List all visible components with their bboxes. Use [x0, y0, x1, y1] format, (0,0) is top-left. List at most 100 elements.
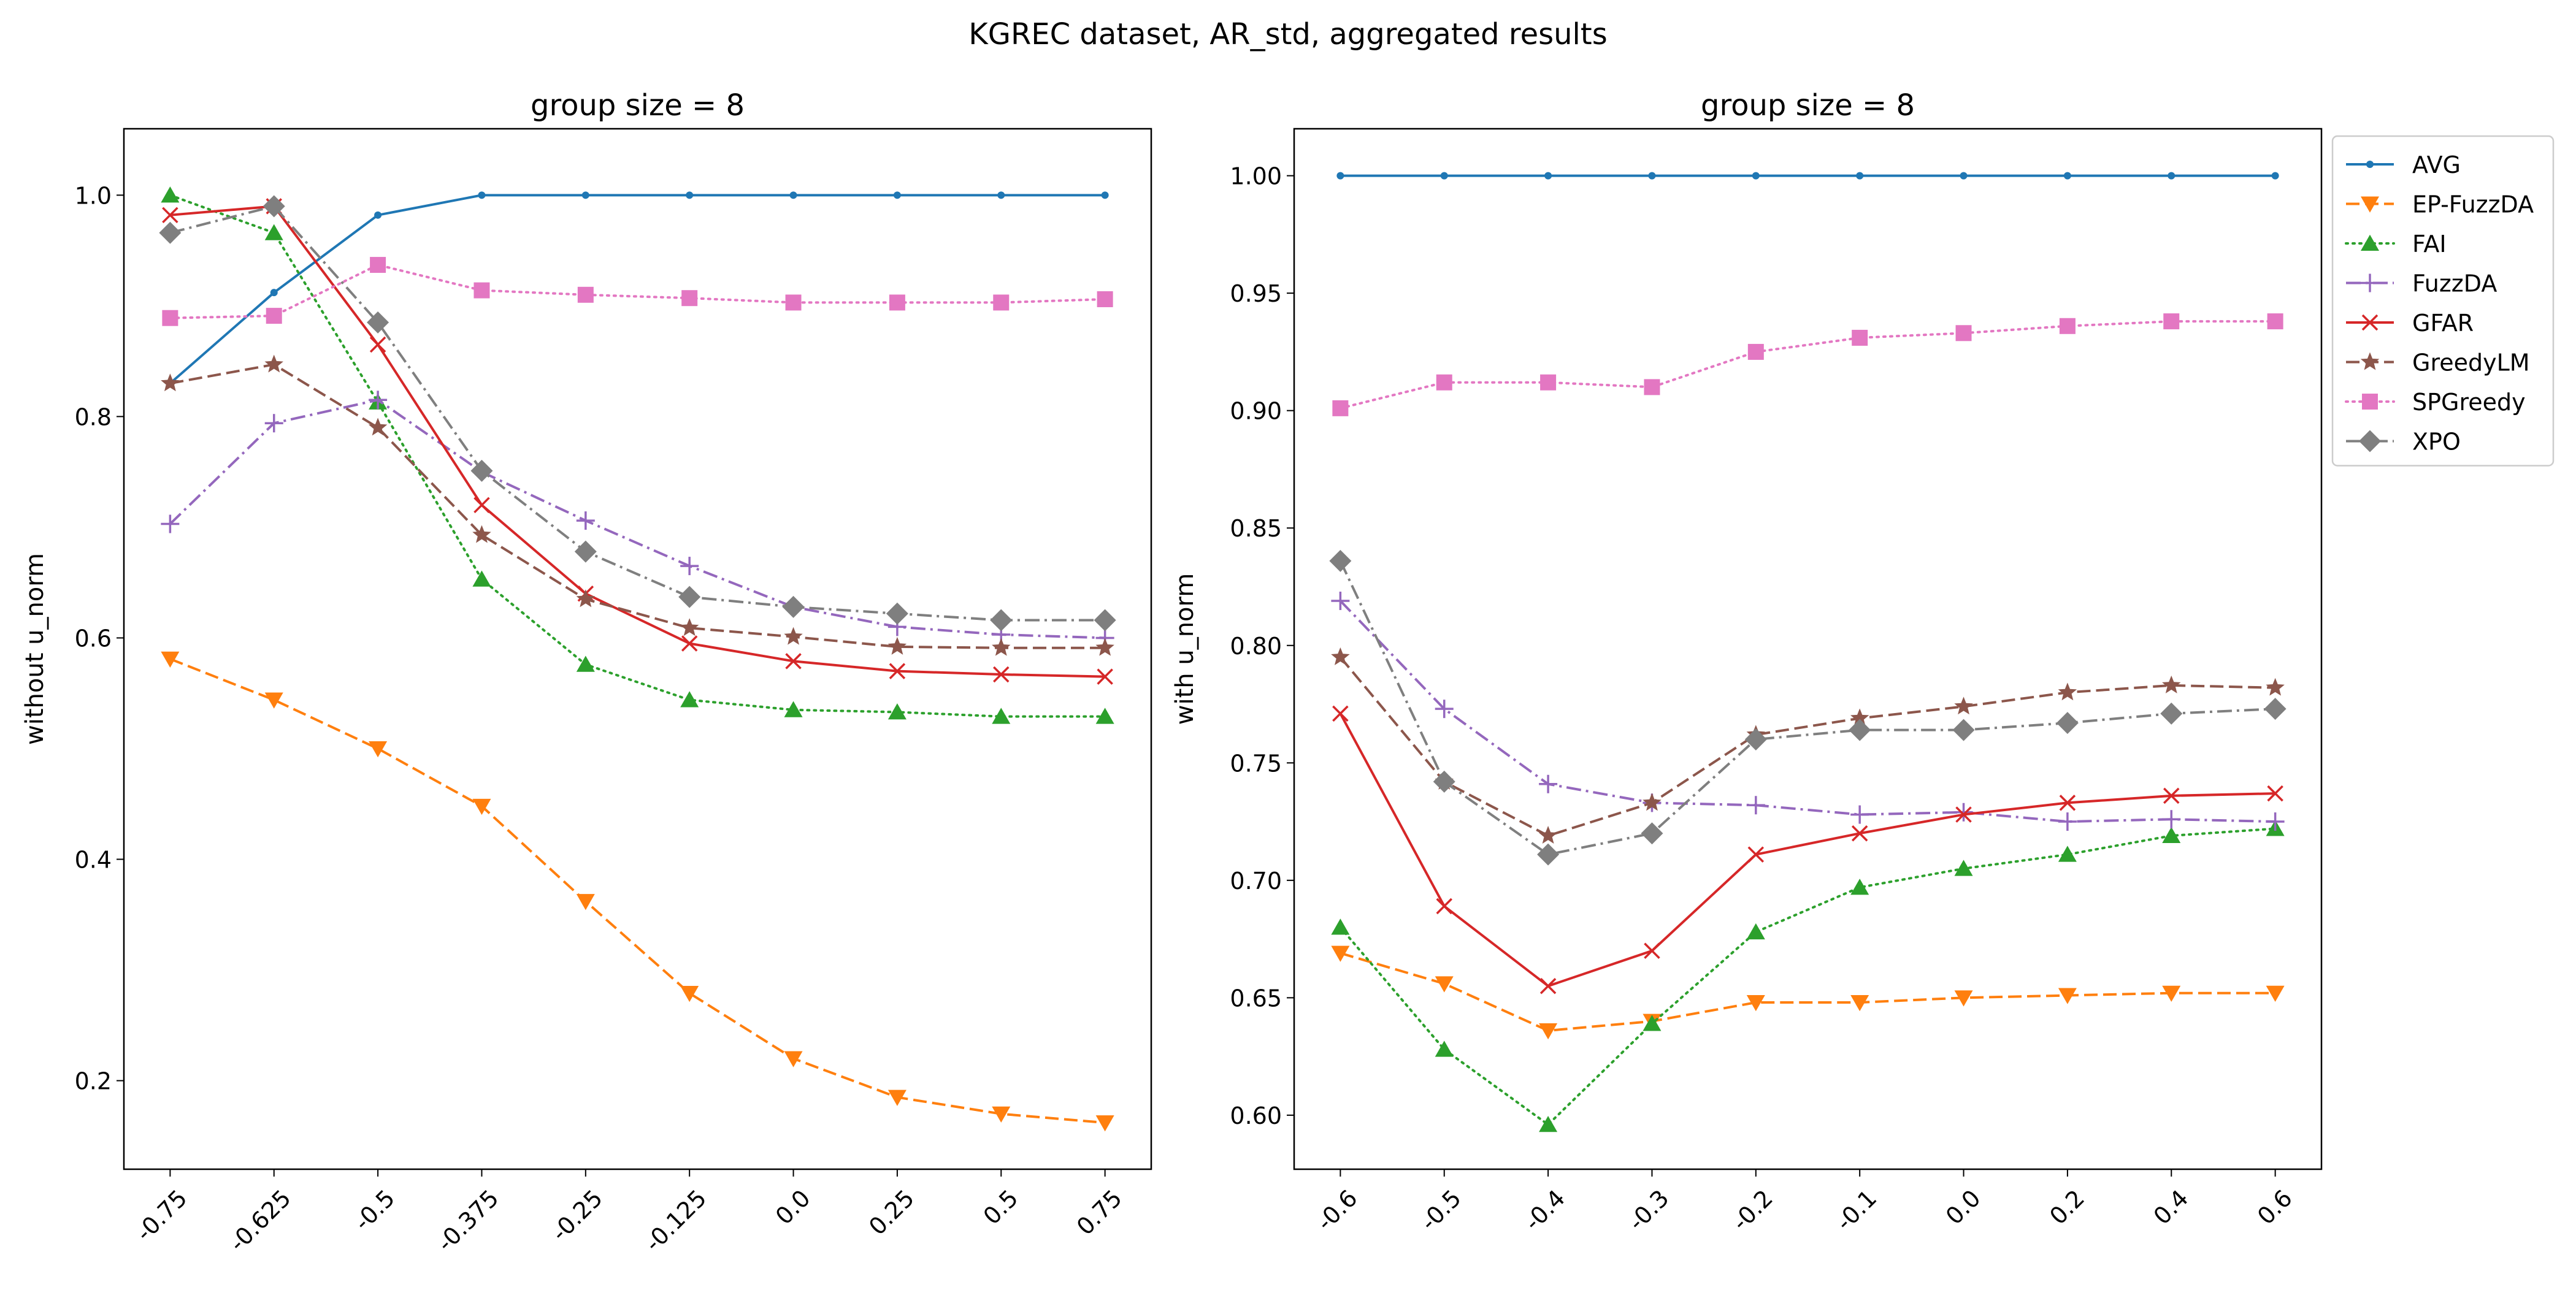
data-point — [2168, 172, 2175, 180]
data-point — [1435, 976, 1454, 993]
x-tick-label: 0.25 — [864, 1185, 919, 1240]
x-tick-label: -0.5 — [349, 1185, 401, 1236]
data-point — [161, 651, 180, 668]
legend-marker — [2361, 234, 2379, 251]
data-point — [1643, 793, 1662, 811]
data-point — [1752, 172, 1760, 180]
legend-label: SPGreedy — [2412, 389, 2526, 416]
data-point — [1856, 172, 1864, 180]
series-line — [1339, 560, 2275, 856]
y-tick-label: 0.6 — [75, 625, 112, 652]
x-tick-label: 0.6 — [2252, 1185, 2298, 1230]
x-tick-label: 0.4 — [2149, 1185, 2194, 1230]
data-point — [369, 391, 388, 410]
data-point — [264, 224, 283, 240]
data-point — [1850, 995, 1869, 1012]
legend-marker — [2360, 352, 2380, 370]
data-point — [1540, 374, 1557, 391]
data-point — [2162, 675, 2181, 693]
data-point — [367, 311, 389, 334]
data-point — [162, 310, 178, 326]
series-line — [1339, 712, 2275, 988]
data-point — [264, 414, 283, 433]
series-line — [169, 194, 1106, 718]
data-point — [576, 655, 595, 672]
y-tick-label: 0.70 — [1230, 868, 1282, 895]
series-fuzzda — [161, 391, 1114, 647]
data-point — [1954, 860, 1973, 876]
data-point — [1095, 1115, 1114, 1132]
data-point — [886, 602, 908, 625]
data-point — [1954, 990, 1973, 1007]
data-point — [162, 207, 178, 224]
data-point — [1644, 942, 1660, 959]
data-point — [159, 221, 182, 244]
data-point — [1435, 700, 1454, 719]
data-point — [1747, 343, 1764, 360]
data-point — [2267, 313, 2283, 330]
series-avg — [1336, 172, 2279, 180]
data-point — [1747, 846, 1765, 863]
data-point — [1746, 923, 1765, 940]
data-point — [1955, 806, 1972, 823]
data-point — [1850, 879, 1869, 895]
data-point — [680, 985, 699, 1002]
data-point — [264, 354, 283, 373]
series-spgreedy — [162, 257, 1113, 326]
legend-label: GreedyLM — [2412, 349, 2530, 376]
series-xpo — [159, 195, 1116, 632]
data-point — [1744, 728, 1767, 750]
series-fuzzda — [1331, 591, 2285, 831]
y-tick-label: 1.00 — [1230, 163, 1282, 190]
series-line — [170, 363, 1105, 649]
x-tick-label: -0.375 — [432, 1185, 504, 1257]
data-point — [680, 691, 699, 708]
data-point — [1852, 329, 1868, 346]
data-point — [2160, 702, 2183, 725]
x-tick-label: 0.2 — [2044, 1185, 2090, 1230]
data-point — [1648, 172, 1656, 180]
plot-frame — [1293, 128, 2323, 1170]
data-point — [1644, 379, 1660, 395]
y-tick-label: 0.4 — [75, 847, 112, 874]
data-point — [1952, 719, 1975, 741]
series-line — [1339, 320, 2277, 410]
data-point — [1436, 374, 1452, 391]
figure-title: KGREC dataset, AR_std, aggregated result… — [968, 17, 1608, 52]
data-point — [472, 525, 491, 543]
legend-label: GFAR — [2412, 310, 2474, 337]
data-point — [1095, 708, 1114, 724]
data-point — [992, 1106, 1011, 1123]
data-point — [270, 289, 278, 297]
data-point — [782, 595, 805, 618]
data-point — [1329, 549, 1352, 572]
series-line — [170, 205, 1105, 678]
data-point — [993, 666, 1010, 683]
data-point — [1850, 805, 1869, 824]
y-axis-label: without u_norm — [21, 553, 49, 745]
data-point — [1960, 172, 1968, 180]
y-tick-label: 0.65 — [1230, 985, 1282, 1012]
x-tick-label: -0.625 — [224, 1185, 296, 1257]
data-point — [1954, 697, 1973, 715]
series-ep-fuzzda — [1331, 945, 2285, 1040]
data-point — [1539, 1023, 1558, 1040]
data-point — [2162, 810, 2181, 829]
x-tick-label: -0.2 — [1727, 1185, 1778, 1236]
legend-item: FuzzDA — [2346, 270, 2497, 297]
series-line — [1340, 952, 2275, 1032]
data-point — [2058, 988, 2077, 1004]
legend-label: XPO — [2412, 429, 2461, 456]
data-point — [887, 1090, 907, 1106]
series-greedylm — [1331, 647, 2285, 844]
data-point — [1331, 945, 1350, 962]
data-point — [1336, 172, 1344, 180]
data-point — [161, 514, 180, 533]
series-line — [169, 194, 1105, 384]
data-point — [1101, 191, 1109, 199]
x-tick-label: -0.75 — [131, 1185, 193, 1246]
data-point — [472, 570, 491, 587]
data-point — [1539, 1115, 1558, 1132]
data-point — [478, 191, 486, 199]
